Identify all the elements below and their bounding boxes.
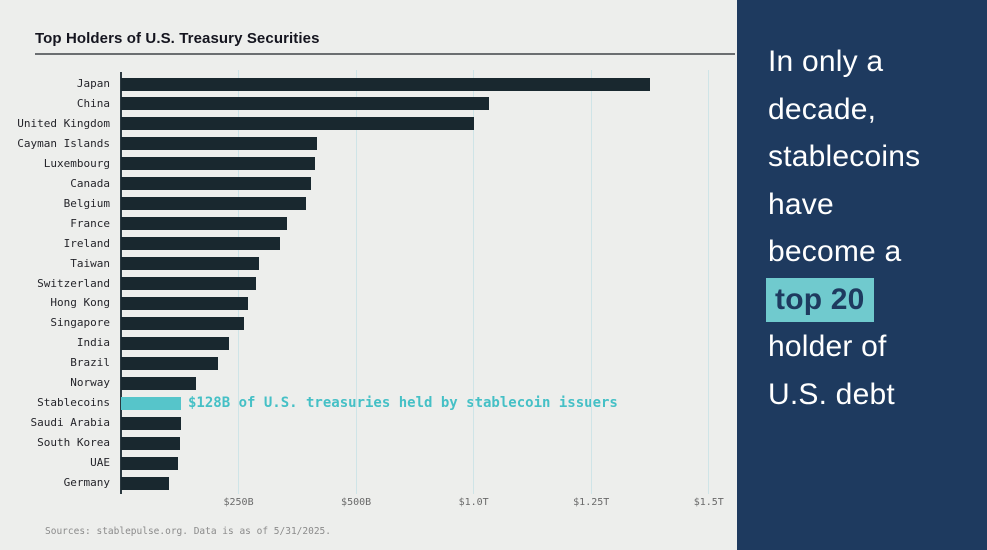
panel-text-line: holder of (768, 330, 887, 363)
bar (121, 336, 229, 350)
bar-label: Taiwan (70, 256, 110, 270)
panel-text-line: In only a (768, 45, 884, 78)
x-tick-label: $250B (223, 497, 254, 508)
insight-panel: In only a decade, stablecoins have become a t… (737, 0, 987, 550)
panel-text-line: U.S. debt (768, 377, 895, 411)
bar (121, 237, 280, 251)
bar-label: Belgium (63, 196, 110, 210)
bar-label: Saudi Arabia (30, 416, 110, 430)
bar (121, 117, 474, 131)
bar-label: Cayman Islands (17, 136, 110, 150)
bar (121, 416, 181, 430)
bar-label: UAE (90, 456, 110, 470)
gridline (355, 70, 357, 494)
x-tick-label: $1.0T (458, 497, 489, 508)
panel-text-line: stablecoins (768, 140, 921, 173)
panel-text-line: top 20 (766, 276, 920, 324)
bar (121, 97, 489, 111)
source-note: Sources: stablepulse.org. Data is as of … (45, 526, 331, 537)
bar-stablecoins-highlight (121, 396, 182, 410)
panel-text-line: decade, (768, 92, 877, 126)
bar-label: Ireland (63, 236, 110, 250)
bar-label: South Korea (37, 436, 110, 450)
bar (121, 476, 170, 490)
bar (121, 157, 315, 171)
bar-label: Luxembourg (43, 156, 110, 170)
bar-label: United Kingdom (17, 116, 110, 130)
bar-label: India (76, 336, 110, 350)
chart-title: Top Holders of U.S. Treasury Securities (35, 30, 320, 47)
bar (121, 277, 257, 290)
title-divider (35, 53, 735, 55)
bar (121, 356, 219, 370)
bar (121, 316, 244, 330)
bar-label: Hong Kong (50, 296, 110, 310)
bar-label: Norway (70, 376, 110, 390)
bar (121, 257, 259, 271)
bar-label: Brazil (70, 356, 110, 370)
bar-label: Canada (70, 176, 110, 190)
bar (121, 296, 249, 310)
x-tick-label: $500B (341, 497, 372, 508)
bar (121, 456, 179, 470)
stablecoin-annotation: $128B of U.S. treasuries held by stablec… (188, 395, 618, 411)
gridline (708, 70, 710, 494)
chart-section: Top Holders of U.S. Treasury Securities … (17, 30, 737, 537)
x-tick-label: $1.25T (573, 497, 610, 508)
bar (121, 376, 197, 390)
bar-chart-plot-area: $128B of U.S. treasuries held by stablec… (120, 70, 737, 494)
bar (121, 197, 306, 211)
panel-text-line: become a (768, 235, 902, 268)
bar-label: Germany (63, 476, 110, 489)
gridline (473, 70, 475, 494)
bar (121, 137, 318, 151)
bar (121, 77, 651, 91)
bar-label: France (70, 216, 110, 230)
panel-text-line: have (768, 187, 834, 221)
bar-label: Stablecoins (37, 396, 110, 410)
gridline (590, 70, 592, 494)
bar-label: China (76, 96, 110, 110)
bar-label: Singapore (50, 316, 110, 330)
insight-text-block: In only a decade, stablecoins have become a t… (766, 38, 921, 418)
bar-label: Switzerland (37, 276, 110, 290)
top-20-highlight-badge: top 20 (766, 277, 874, 322)
x-tick-label: $1.5T (693, 497, 724, 508)
bar-label: Japan (76, 77, 110, 90)
bar (121, 217, 287, 231)
bar (121, 436, 181, 450)
bar (121, 177, 311, 191)
